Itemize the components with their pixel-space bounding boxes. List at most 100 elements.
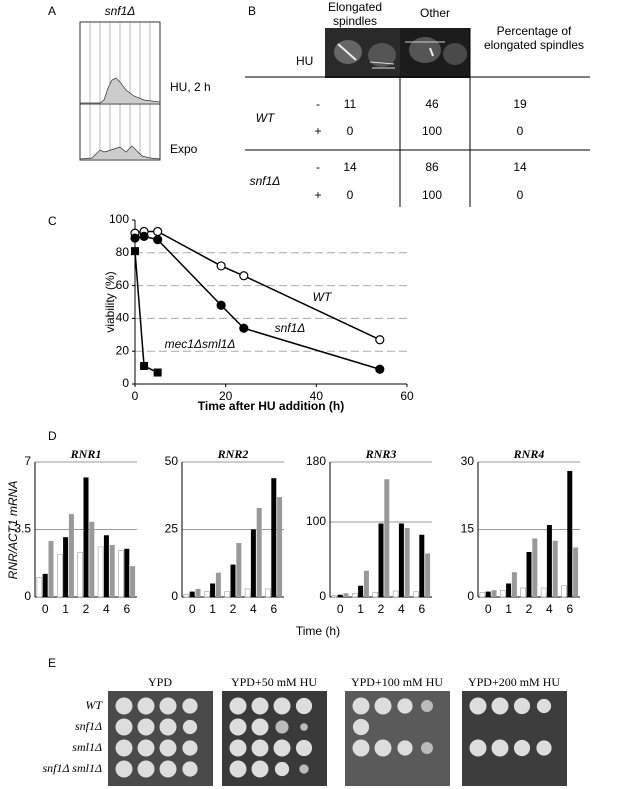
spot [299,764,309,774]
table-lines [245,28,590,207]
bar [384,479,390,597]
marker [239,323,249,333]
bar [506,583,512,597]
table-cell: 0 [517,124,524,138]
table-cell: 0 [347,188,354,202]
y-tick-label: 7 [24,454,31,468]
x-tick-label: 1 [505,602,512,616]
marker [139,231,149,241]
bar [343,593,349,597]
bar [526,552,532,597]
x-tick-label: 4 [250,602,257,616]
spot [420,699,434,713]
strain-label: snf1Δ sml1Δ [42,761,102,775]
strain-label: WT [256,111,276,125]
spot [115,697,133,715]
bar [42,573,48,597]
spot [274,761,290,777]
series-label: mec1Δsml1Δ [165,337,236,351]
y-tick-label: 80 [116,245,130,259]
bar [552,540,558,597]
marker [140,361,149,370]
y-tick-label: 15 [461,522,475,536]
marker [130,233,140,243]
strain-label: snf1Δ [250,174,281,188]
y-tick-label: 25 [165,522,179,536]
x-tick-label: 2 [230,602,237,616]
panel-label: B [248,4,256,18]
table-cell: 86 [425,160,439,174]
spot [159,739,177,757]
spot [159,760,177,778]
spot [275,720,289,734]
spot [137,760,155,778]
spot [420,741,434,755]
chart-title: RNR2 [217,447,249,461]
spot [397,698,413,714]
panel-title: snf1Δ [105,4,136,18]
x-tick-label: 4 [546,602,553,616]
spot [374,739,392,757]
y-tick-label: 0 [24,589,31,603]
bar [36,577,43,598]
spot [536,698,552,714]
panel-label: E [48,656,56,670]
bar [392,590,399,598]
spot [229,697,247,715]
spot [182,761,198,777]
table-cell: 100 [422,124,442,138]
x-axis-title: Time (h) [296,624,340,638]
spot [491,697,509,715]
y-tick-label: 60 [116,278,130,292]
bar [351,592,358,598]
spot [229,718,247,736]
bar [83,477,89,597]
bar [103,535,109,597]
spot [182,719,198,735]
column-header: Elongated spindles [327,0,383,28]
spot [397,740,413,756]
table-cell: 19 [513,97,527,111]
x-tick-label: 2 [378,602,385,616]
y-tick-label: 3.5 [14,522,31,536]
bar [118,550,124,598]
spot [352,739,370,757]
spot [115,739,133,757]
y-axis-title: RNR/ACT1 mRNA [6,481,20,580]
bar [204,591,210,598]
x-tick-label: 6 [418,602,425,616]
x-tick-label: 0 [132,389,139,403]
bar [378,523,384,597]
bar [573,547,579,597]
y-tick-label: 0 [171,589,178,603]
spot [251,697,269,715]
column-header: Percentage of elongated spindles [483,24,585,52]
spot [137,718,155,736]
marker [153,226,163,237]
column-header: Other [419,6,450,20]
bar [404,528,410,597]
hu-sign: - [316,160,320,174]
bar [358,585,364,597]
marker [216,261,226,271]
marker [375,335,385,345]
x-tick-label: 2 [83,602,90,616]
row-label: HU, 2 h [170,80,211,94]
x-tick-label: 6 [566,602,573,616]
marker [375,364,385,374]
bar [195,588,201,597]
y-tick-label: 100 [109,212,129,226]
bar [63,537,69,597]
x-tick-label: 40 [310,389,324,403]
x-tick-label: 6 [270,602,277,616]
chart-title: RNR3 [365,447,397,461]
strain-label: snf1Δ [75,719,102,733]
spot [251,739,269,757]
spindle-images [325,28,470,78]
chart-title: RNR1 [70,447,102,461]
x-tick-label: 4 [398,602,405,616]
bar [210,583,216,597]
bar [363,570,369,597]
spot [469,697,487,715]
bar [215,572,221,597]
